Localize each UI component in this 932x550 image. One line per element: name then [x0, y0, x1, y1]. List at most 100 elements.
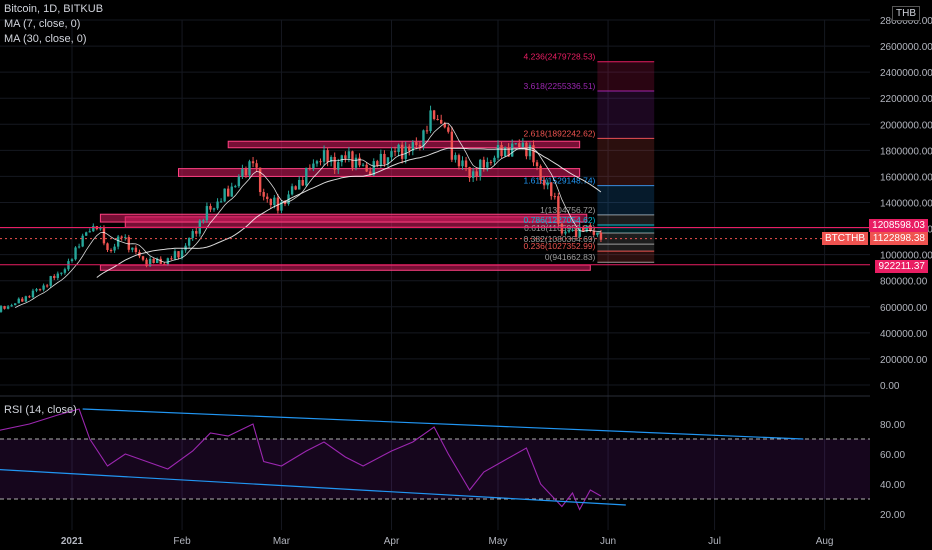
candle-body — [251, 161, 255, 164]
candle-body — [553, 196, 556, 198]
candle-body — [14, 303, 17, 306]
candle-body — [333, 156, 336, 170]
candle-body — [560, 223, 564, 234]
candle-body — [63, 269, 67, 273]
candle-body — [532, 145, 535, 163]
candle-body — [294, 186, 297, 190]
candle-body — [450, 131, 454, 160]
candle-body — [38, 289, 42, 291]
rsi-trendline — [82, 408, 804, 440]
candle-body — [255, 163, 258, 168]
candle-body — [124, 237, 127, 239]
candle-body — [290, 186, 294, 195]
candle-body — [404, 146, 407, 159]
candle-body — [535, 162, 539, 167]
currency-label[interactable]: THB — [892, 6, 920, 21]
candle-body — [528, 145, 532, 157]
candle-body — [35, 289, 38, 291]
candle-body — [319, 161, 322, 163]
candle-body — [45, 285, 49, 287]
fib-band — [597, 251, 655, 263]
candle-body — [191, 231, 194, 238]
candle-body — [422, 130, 425, 147]
candle-body — [113, 246, 116, 251]
candle-body — [507, 147, 510, 157]
candle-body — [237, 176, 241, 187]
time-axis: 2021 Feb Mar Apr May Jun Jul Aug — [61, 536, 834, 547]
candle-body — [475, 171, 478, 177]
candle-body — [503, 147, 507, 157]
price-tick-label: 1000000.00 — [880, 251, 932, 262]
price-zone — [99, 213, 588, 223]
candle-body — [21, 298, 24, 302]
candle-body — [539, 166, 542, 181]
candle-body — [202, 220, 205, 222]
fib-level-label: 1.618(1529148.74) — [524, 176, 596, 186]
price-tick-label: 1600000.00 — [880, 172, 932, 183]
candle-body — [308, 167, 312, 169]
candle-body — [482, 159, 485, 168]
candle-body — [592, 230, 596, 235]
candle-body — [447, 127, 450, 132]
rsi-legend[interactable]: RSI (14, close) — [4, 404, 77, 416]
candle-body — [177, 251, 180, 258]
fib-band — [597, 244, 655, 252]
candle-body — [358, 157, 361, 166]
symbol-title[interactable]: Bitcoin, 1D, BITKUB — [4, 3, 104, 15]
candle-body — [209, 206, 212, 210]
candle-body — [432, 110, 436, 119]
candle-body — [582, 227, 585, 232]
candle-body — [589, 225, 592, 231]
candle-body — [283, 201, 287, 205]
candle-body — [145, 259, 148, 267]
candle-body — [141, 256, 145, 260]
price-tick-label: 2000000.00 — [880, 120, 932, 131]
price-tick-label: 800000.00 — [880, 277, 928, 288]
candle-body — [116, 236, 120, 247]
time-tick-label: Apr — [384, 536, 400, 547]
time-tick-label: Aug — [816, 536, 834, 547]
candle-body — [269, 199, 272, 206]
candle-body — [216, 201, 219, 209]
candle-body — [599, 232, 603, 240]
candle-body — [425, 130, 429, 132]
candle-body — [88, 231, 91, 233]
candle-body — [500, 145, 503, 157]
candle-body — [546, 182, 549, 186]
candle-body — [156, 258, 159, 263]
fib-level-label: 0.618(1165950.99) — [524, 223, 595, 233]
candle-body — [109, 249, 113, 251]
candle-body — [273, 197, 276, 206]
candle-body — [180, 250, 184, 258]
candle-body — [326, 150, 329, 162]
ticker-badge: BTCTHB — [822, 232, 868, 245]
ma30-legend[interactable]: MA (30, close, 0) — [4, 33, 87, 45]
fib-band — [597, 185, 655, 215]
candle-body — [408, 146, 411, 151]
candle-body — [440, 119, 443, 124]
candle-body — [386, 157, 390, 165]
candle-body — [17, 298, 20, 304]
candle-body — [219, 201, 223, 203]
candle-body — [195, 231, 198, 234]
ma7-legend[interactable]: MA (7, close, 0) — [4, 18, 81, 30]
candle-body — [436, 118, 439, 120]
candle-body — [312, 163, 315, 169]
time-tick-label: May — [489, 536, 508, 547]
price-tick-label: 0.00 — [880, 381, 900, 392]
candle-body — [230, 186, 233, 197]
candle-body — [127, 237, 130, 250]
candle-body — [170, 258, 173, 260]
fib-level-label: 1(1304756.72) — [540, 205, 595, 215]
price-zone — [227, 140, 581, 149]
price-badge-lower: 922211.37 — [875, 260, 928, 273]
candle-body — [496, 145, 500, 158]
candle-body — [511, 143, 514, 157]
rsi-tick-label: 20.00 — [880, 510, 905, 521]
candle-body — [361, 164, 365, 166]
moving-average-lines — [15, 122, 602, 308]
fib-band — [597, 91, 655, 139]
candle-body — [92, 226, 95, 232]
candle-body — [354, 157, 358, 168]
